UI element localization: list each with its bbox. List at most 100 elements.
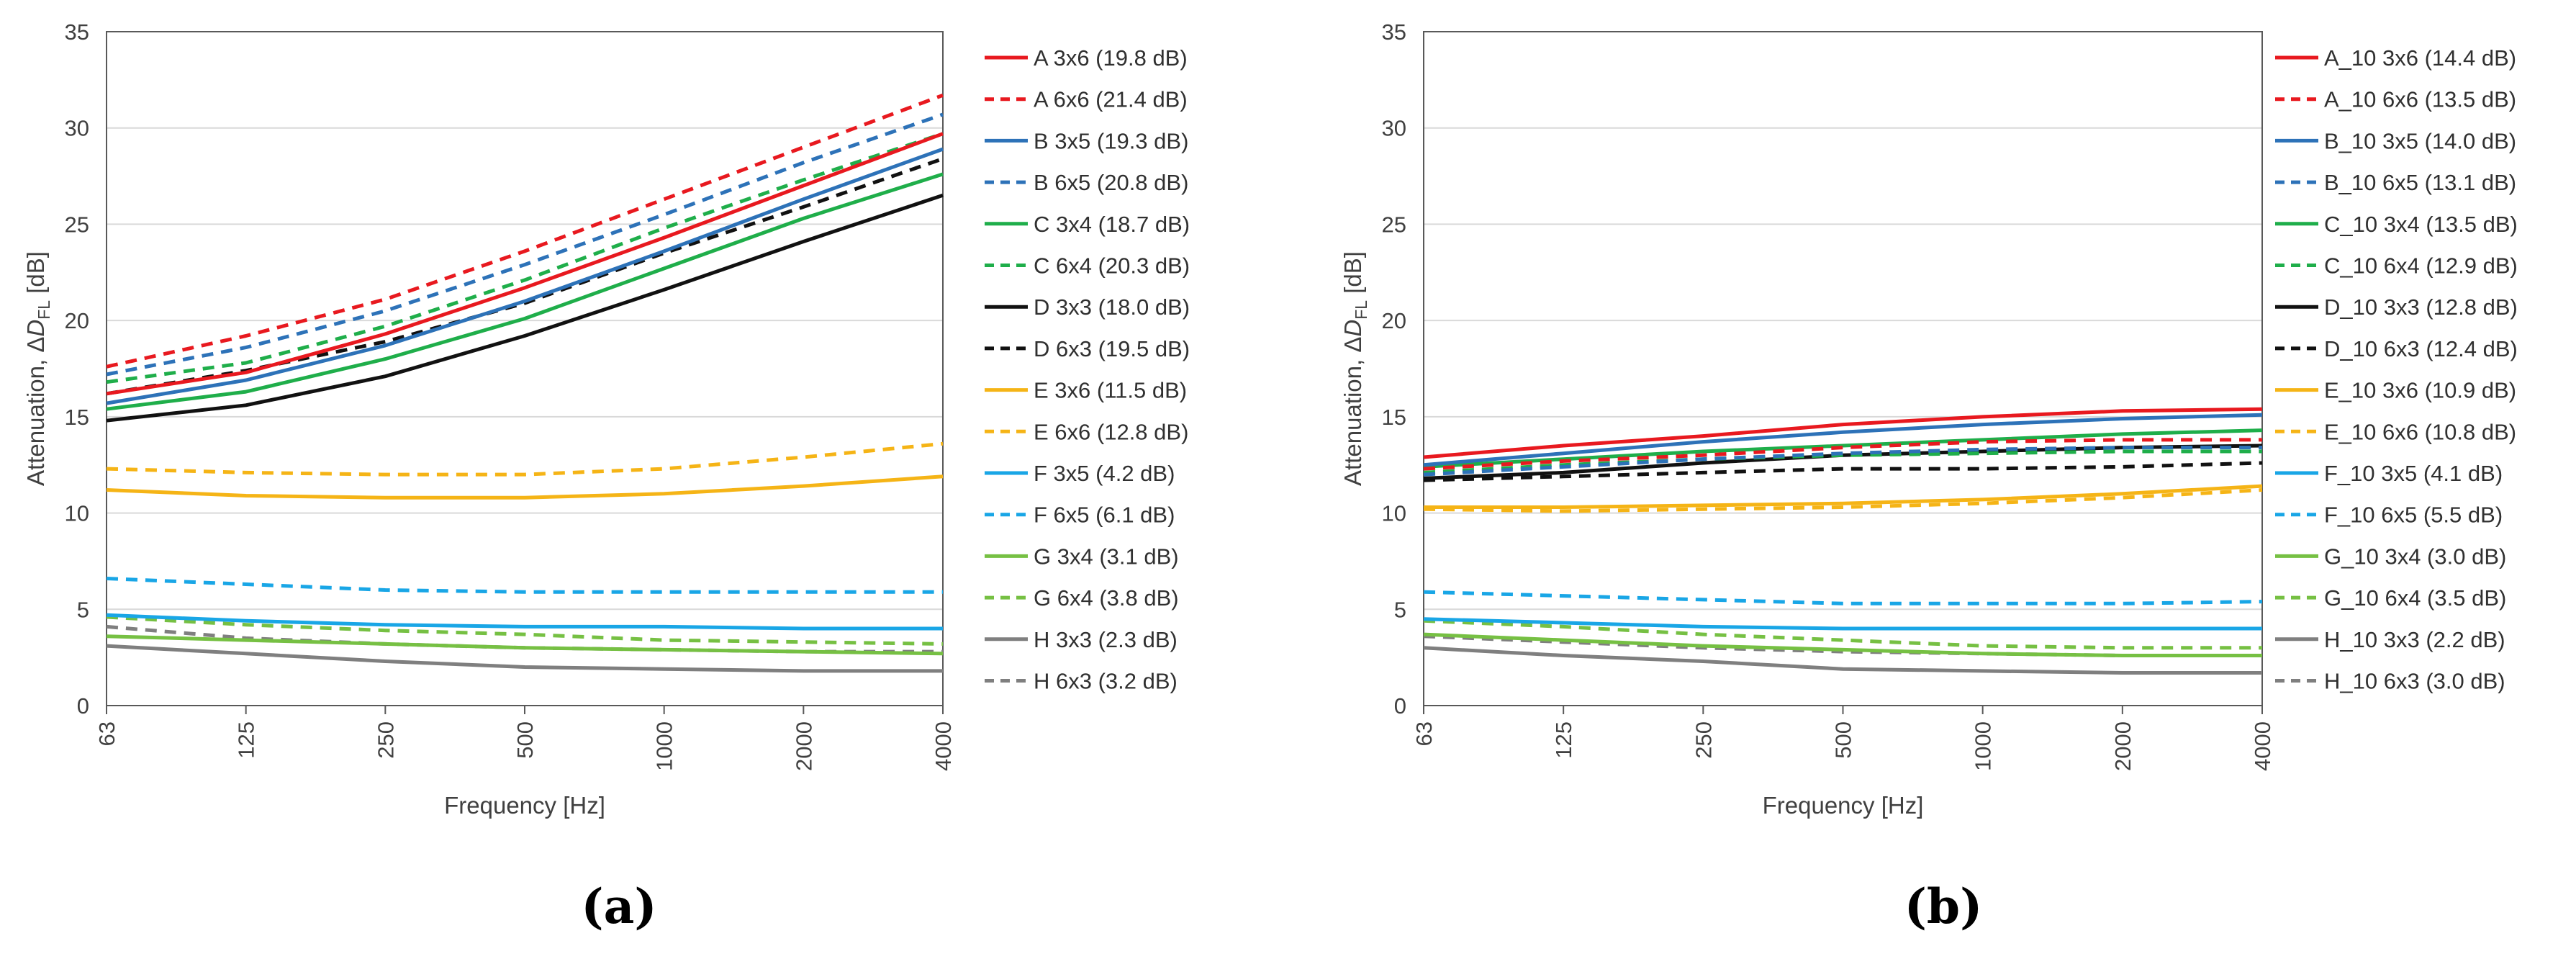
b-y-tick-label: 35 [1382, 19, 1406, 45]
b-legend-label: C_10 6x4 (12.9 dB) [2324, 253, 2518, 279]
a-x-tick-label: 2000 [791, 721, 816, 771]
b-y-tick-label: 30 [1382, 116, 1406, 141]
a-series-line-g-solid [106, 634, 944, 656]
a-legend-label: H 3x3 (2.3 dB) [1034, 627, 1178, 652]
b-y-tick-label: 10 [1382, 501, 1406, 526]
a-legend-label: G 3x4 (3.1 dB) [1034, 544, 1179, 569]
b-series-line-d-solid [1423, 444, 2263, 480]
b-x-tick-label: 2000 [2110, 721, 2136, 771]
b-series-line-g-solid [1423, 632, 2262, 657]
a-x-tick-label: 125 [234, 721, 259, 759]
a-y-tick-label: 0 [77, 693, 89, 719]
b-series-line-a-solid [1423, 407, 2263, 459]
a-y-tick-label: 30 [65, 116, 89, 141]
b-series-line-a-dashed [1423, 438, 2262, 471]
a-series-line-b-solid [106, 147, 944, 405]
a-legend-label: E 3x6 (11.5 dB) [1034, 378, 1187, 403]
b-legend-label: F_10 3x5 (4.1 dB) [2324, 461, 2503, 486]
a-series-line-b-dashed [106, 112, 944, 377]
b-y-tick-label: 25 [1382, 212, 1406, 237]
panel-b-chart: 0 5 10 15 20 25 30 35 63 125 250 500 1000 2000 4000 Fre… [1339, 19, 2518, 935]
a-legend-label: B 3x5 (19.3 dB) [1034, 128, 1188, 153]
a-series-layer [106, 93, 944, 673]
b-y-tick-label: 5 [1394, 597, 1406, 622]
b-x-tick-label: 1000 [1971, 721, 1996, 771]
b-series-line-f-dashed [1423, 590, 2263, 605]
b-series-line-f-solid [1423, 617, 2262, 631]
a-series-line-d-dashed [106, 157, 944, 396]
b-panel-label: (b) [1904, 878, 1983, 935]
a-series-line-c-dashed [106, 132, 944, 384]
b-series-line-h-solid [1423, 646, 2262, 675]
b-legend-label: B_10 3x5 (14.0 dB) [2324, 128, 2516, 153]
b-legend-label: G_10 3x4 (3.0 dB) [2324, 544, 2506, 569]
a-y-axis-title-symbol: D [22, 320, 49, 337]
b-y-axis-title-sub: FL [1352, 300, 1370, 320]
a-y-axis-title-unit: [dB] [22, 251, 49, 300]
b-legend-label: D_10 6x3 (12.4 dB) [2324, 336, 2518, 361]
b-x-axis-title: Frequency [Hz] [1763, 792, 1924, 819]
b-x-tick-label: 500 [1831, 721, 1856, 759]
a-series-line-f-solid [106, 613, 943, 631]
a-legend-label: F 3x5 (4.2 dB) [1034, 461, 1175, 486]
b-legend-label: E_10 3x6 (10.9 dB) [2324, 378, 2516, 403]
a-series-line-g-dashed [106, 615, 944, 646]
a-legend-label: D 3x3 (18.0 dB) [1034, 294, 1190, 320]
b-legend-label: E_10 6x6 (10.8 dB) [2324, 419, 2516, 444]
b-series-line-d-dashed [1423, 461, 2263, 482]
b-x-tick-label: 250 [1691, 721, 1716, 759]
a-series-line-e-solid [106, 474, 944, 500]
a-y-tick-label: 35 [65, 19, 89, 45]
a-y-axis-title: Attenuation, ΔDFL [dB] [22, 251, 53, 486]
a-legend-label: D 6x3 (19.5 dB) [1034, 336, 1190, 361]
b-y-tick-label: 15 [1382, 405, 1406, 430]
b-legend-label: A_10 3x6 (14.4 dB) [2324, 45, 2516, 71]
b-legend-label: D_10 3x3 (12.8 dB) [2324, 294, 2518, 320]
panel-a-chart: 0 5 10 15 20 25 30 35 63 125 250 500 1000 2000 4000 Fre… [22, 19, 1190, 935]
b-series-line-b-solid [1423, 413, 2263, 467]
a-legend-label: A 3x6 (19.8 dB) [1034, 45, 1188, 71]
a-series-line-d-solid [106, 193, 944, 423]
a-x-tick-label: 250 [373, 721, 398, 759]
a-legend-label: H 6x3 (3.2 dB) [1034, 669, 1178, 694]
a-y-tick-label: 10 [65, 501, 89, 526]
b-series-layer [1423, 407, 2263, 675]
a-legend-label: C 6x4 (20.3 dB) [1034, 253, 1190, 279]
b-series-line-h-dashed [1423, 634, 2262, 657]
a-y-tick-label: 5 [77, 597, 89, 622]
b-legend-label: C_10 3x4 (13.5 dB) [2324, 212, 2518, 237]
a-x-axis-title: Frequency [Hz] [444, 792, 605, 819]
a-series-line-c-solid [106, 172, 944, 411]
a-panel-label: (a) [581, 878, 656, 935]
b-legend: A_10 3x6 (14.4 dB) A_10 6x6 (13.5 dB) B_10… [2275, 45, 2518, 694]
a-legend: A 3x6 (19.8 dB) A 6x6 (21.4 dB) B 3x5 (19.… [985, 45, 1190, 694]
b-y-axis-title-symbol: D [1339, 320, 1366, 337]
a-legend-label: B 6x5 (20.8 dB) [1034, 170, 1188, 195]
a-y-axis-title-main: Attenuation, Δ [22, 337, 49, 486]
b-legend-label: H_10 6x3 (3.0 dB) [2324, 669, 2505, 694]
a-series-line-e-dashed [106, 441, 944, 477]
b-y-axis-title-main: Attenuation, Δ [1339, 337, 1366, 486]
a-series-line-f-dashed [106, 577, 943, 594]
b-y-tick-label: 0 [1394, 693, 1406, 719]
a-series-line-h-solid [106, 644, 943, 673]
a-legend-label: C 3x4 (18.7 dB) [1034, 212, 1190, 237]
b-legend-label: H_10 3x3 (2.2 dB) [2324, 627, 2505, 652]
a-x-tick-label: 500 [512, 721, 538, 759]
b-series-line-c-solid [1423, 428, 2263, 469]
a-legend-label: A 6x6 (21.4 dB) [1034, 87, 1188, 112]
a-legend-label: F 6x5 (6.1 dB) [1034, 503, 1175, 528]
b-y-axis-title-unit: [dB] [1339, 251, 1366, 300]
b-series-line-e-dashed [1423, 488, 2263, 513]
b-series-line-c-dashed [1423, 449, 2262, 474]
a-series-line-a-solid [106, 132, 944, 396]
a-x-tick-label: 4000 [931, 721, 956, 771]
b-series-line-e-solid [1424, 484, 2263, 509]
b-y-axis-title: Attenuation, ΔDFL [dB] [1339, 251, 1370, 486]
b-x-tick-label: 63 [1411, 721, 1437, 746]
b-series-line-g-dashed [1423, 618, 2262, 650]
b-series-line-b-dashed [1423, 446, 2262, 477]
b-legend-label: A_10 6x6 (13.5 dB) [2324, 87, 2516, 112]
a-y-tick-label: 20 [65, 308, 89, 333]
a-y-tick-label: 15 [65, 405, 89, 430]
